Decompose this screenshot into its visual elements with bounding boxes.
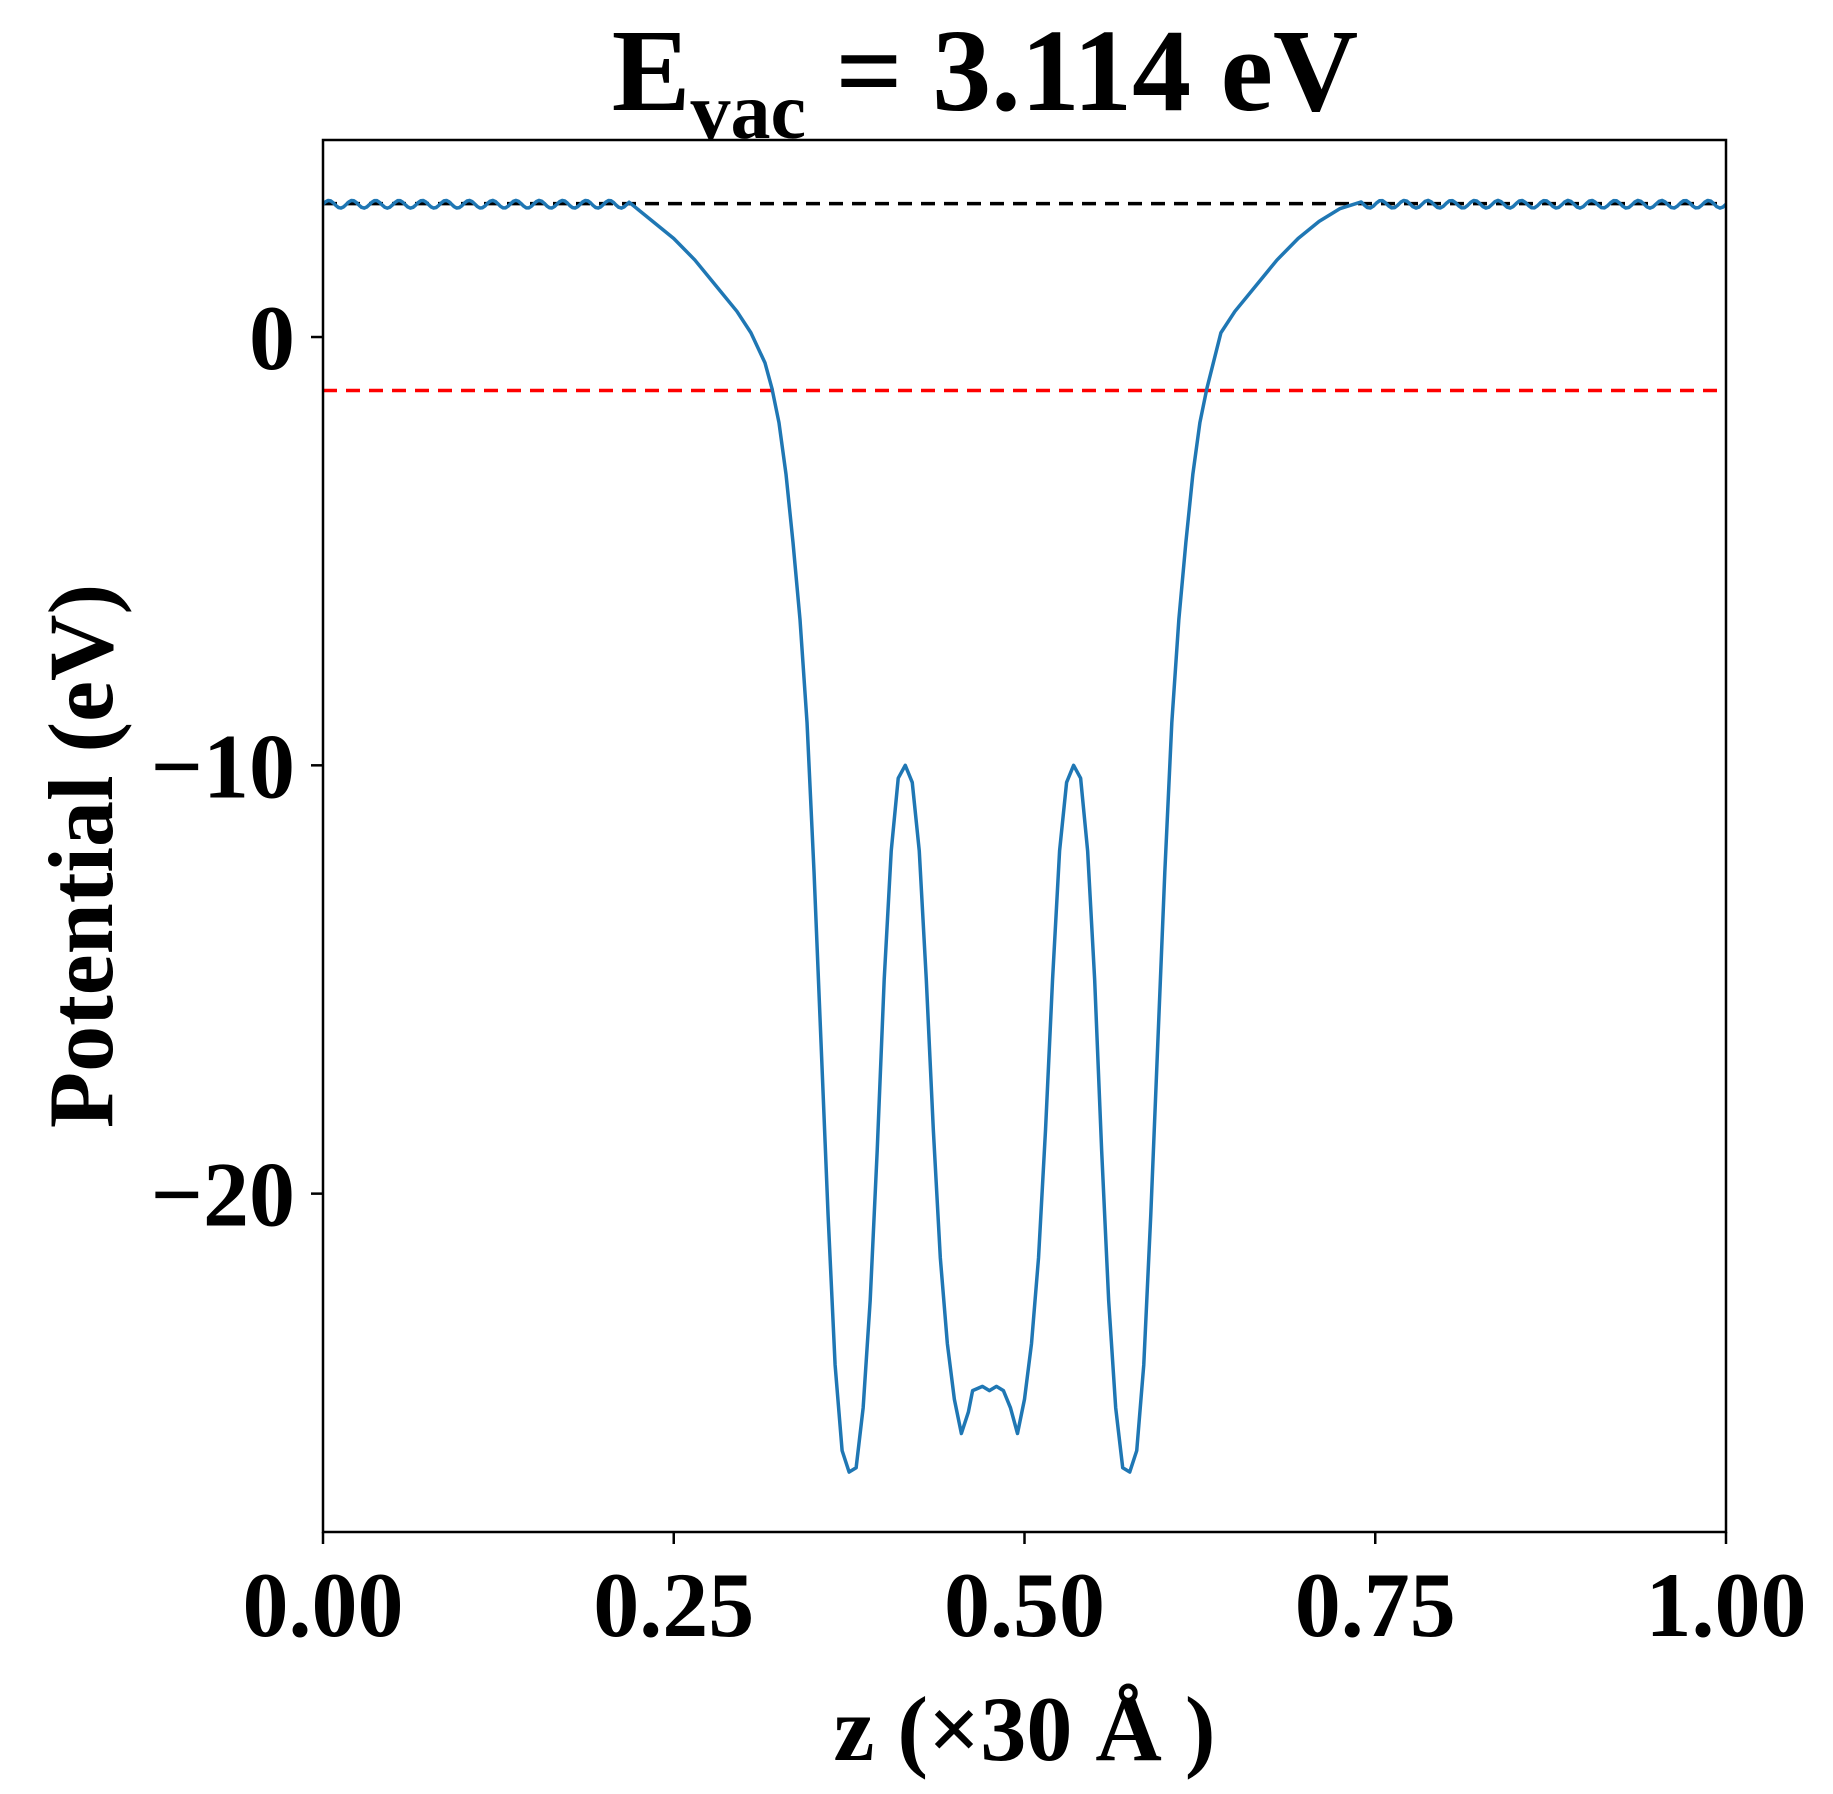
chart-title: Evac = 3.114 eV [612,5,1359,156]
chart-title-subscript: vac [690,68,806,156]
series-line-0 [321,198,1728,1474]
x-tick-label-4: 1.00 [1646,1554,1807,1656]
x-tick-label-3: 0.75 [1295,1554,1456,1656]
x-axis-label: z (×30 Å ) [834,1678,1216,1780]
y-axis: 0 −10 −20 [151,287,323,1246]
x-axis: 0.00 0.25 0.50 0.75 1.00 [243,1532,1807,1656]
y-tick-label-1: −10 [151,715,295,817]
y-axis-label: Potential (eV) [30,584,132,1128]
x-tick-label-1: 0.25 [593,1554,754,1656]
series-group [321,198,1728,1474]
plot-frame [321,138,1728,1534]
chart-title-rest: = 3.114 eV [806,5,1358,136]
chart-title-main: E [612,5,691,136]
y-tick-label-0: 0 [249,287,295,389]
x-tick-label-2: 0.50 [944,1554,1105,1656]
x-tick-label-0: 0.00 [243,1554,404,1656]
reference-lines [323,201,1726,393]
y-tick-label-2: −20 [151,1144,295,1246]
